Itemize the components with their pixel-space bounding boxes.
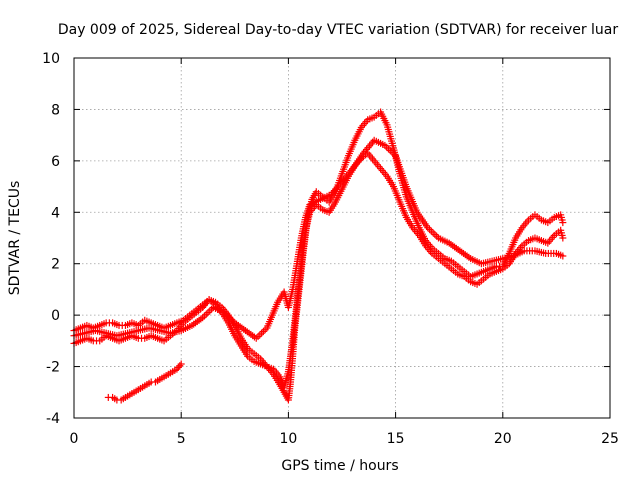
y-tick-label: 10 xyxy=(42,51,60,67)
data-point-fill xyxy=(364,144,372,152)
x-tick-label: 15 xyxy=(387,431,405,447)
y-tick-label: -2 xyxy=(46,360,60,376)
data-point xyxy=(177,360,185,368)
data-point-fill xyxy=(176,362,184,370)
y-tick-label: 4 xyxy=(51,205,60,221)
y-tick-label: 8 xyxy=(51,102,60,118)
data-point xyxy=(559,234,567,242)
axes xyxy=(73,57,611,419)
grid xyxy=(74,58,610,418)
data-point-fill xyxy=(366,142,374,150)
y-axis-label: SDTVAR / TECUs xyxy=(7,181,23,296)
data-point-fill xyxy=(426,225,434,233)
x-tick-label: 10 xyxy=(279,431,297,447)
data-point xyxy=(559,219,567,227)
data-point-fill xyxy=(202,310,210,318)
y-tick-label: 0 xyxy=(51,308,60,324)
x-tick-label: 20 xyxy=(494,431,512,447)
data-point xyxy=(559,252,567,260)
data-point-fill xyxy=(431,231,439,239)
data-point-fill xyxy=(259,327,267,335)
x-tick-label: 0 xyxy=(70,431,79,447)
data-point-fill xyxy=(427,227,435,235)
y-tick-label: 6 xyxy=(51,154,60,170)
chart-title: Day 009 of 2025, Sidereal Day-to-day VTE… xyxy=(58,22,619,38)
x-tick-label: 25 xyxy=(601,431,619,447)
tick-labels: 0 5 10 15 20 25 -4 -2 0 2 4 6 8 10 xyxy=(42,51,619,447)
data-marks xyxy=(70,108,567,404)
data-point-fill xyxy=(258,329,266,337)
plot-frame xyxy=(73,57,611,419)
data-point-fill xyxy=(384,145,392,153)
data-point-fill xyxy=(254,333,262,341)
x-tick-label: 5 xyxy=(177,431,186,447)
y-tick-label: -4 xyxy=(46,411,60,427)
data-point-fill xyxy=(429,229,437,237)
y-tick-label: 2 xyxy=(51,257,60,273)
x-axis-label: GPS time / hours xyxy=(281,458,398,474)
